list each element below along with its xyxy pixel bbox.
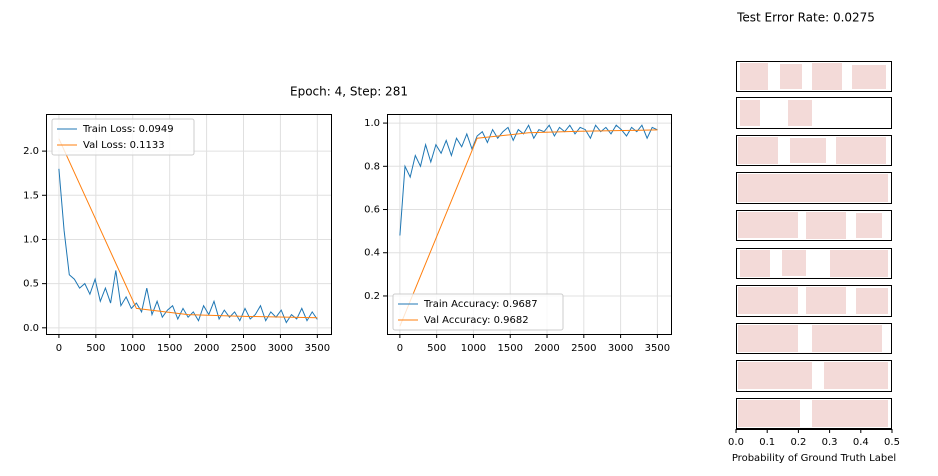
y-tick-label: 1.0 xyxy=(23,234,39,245)
x-tick-label: 1500 xyxy=(498,343,523,354)
legend-box xyxy=(51,118,195,156)
x-tick-label: 0.3 xyxy=(822,437,838,448)
subtitle: Epoch: 4, Step: 281 xyxy=(290,85,408,99)
x-tick-label: 3000 xyxy=(268,343,293,354)
legend-label: Val Loss: 0.1133 xyxy=(83,140,165,151)
line-series xyxy=(399,129,658,327)
x-tick-label: 0.5 xyxy=(884,437,900,448)
y-tick-label: 0.5 xyxy=(23,279,39,290)
x-tick-label: 2500 xyxy=(231,343,256,354)
x-tick-label: 2000 xyxy=(194,343,219,354)
x-tick-label: 3000 xyxy=(608,343,633,354)
x-tick-label: 0.1 xyxy=(759,437,775,448)
line-series xyxy=(399,124,658,236)
x-tick-label: 1000 xyxy=(461,343,486,354)
y-tick-label: 1.5 xyxy=(23,190,39,201)
line-series xyxy=(58,138,318,319)
axes-frame xyxy=(46,114,332,335)
y-tick-label: 0.0 xyxy=(23,323,39,334)
figure-title: Test Error Rate: 0.0275 xyxy=(736,11,875,25)
line-series xyxy=(58,168,318,324)
x-tick-label: 0 xyxy=(397,343,403,354)
x-tick-label: 2000 xyxy=(534,343,559,354)
legend-label: Val Accuracy: 0.9682 xyxy=(424,315,529,326)
y-tick-label: 0.8 xyxy=(364,161,380,172)
y-tick-label: 1.0 xyxy=(364,118,380,129)
x-tick-label: 0.2 xyxy=(790,437,806,448)
x-axis-label: Probability of Ground Truth Label xyxy=(732,453,896,464)
x-tick-label: 0.4 xyxy=(853,437,869,448)
x-tick-label: 0.0 xyxy=(728,437,744,448)
x-tick-label: 3500 xyxy=(645,343,670,354)
x-tick-label: 1500 xyxy=(157,343,182,354)
x-tick-label: 3500 xyxy=(305,343,330,354)
y-tick-label: 0.2 xyxy=(364,291,380,302)
legend-label: Train Loss: 0.0949 xyxy=(82,124,174,135)
x-tick-label: 2500 xyxy=(571,343,596,354)
x-tick-label: 0 xyxy=(56,343,62,354)
legend-box xyxy=(392,293,564,331)
y-tick-label: 0.4 xyxy=(364,248,380,259)
x-tick-label: 1000 xyxy=(120,343,145,354)
axes-frame xyxy=(387,114,672,335)
digit-strips xyxy=(736,61,892,429)
y-tick-label: 0.6 xyxy=(364,205,380,216)
y-tick-label: 2.0 xyxy=(23,146,39,157)
legend-label: Train Accuracy: 0.9687 xyxy=(423,299,538,310)
x-tick-label: 500 xyxy=(86,343,105,354)
x-tick-label: 500 xyxy=(427,343,446,354)
